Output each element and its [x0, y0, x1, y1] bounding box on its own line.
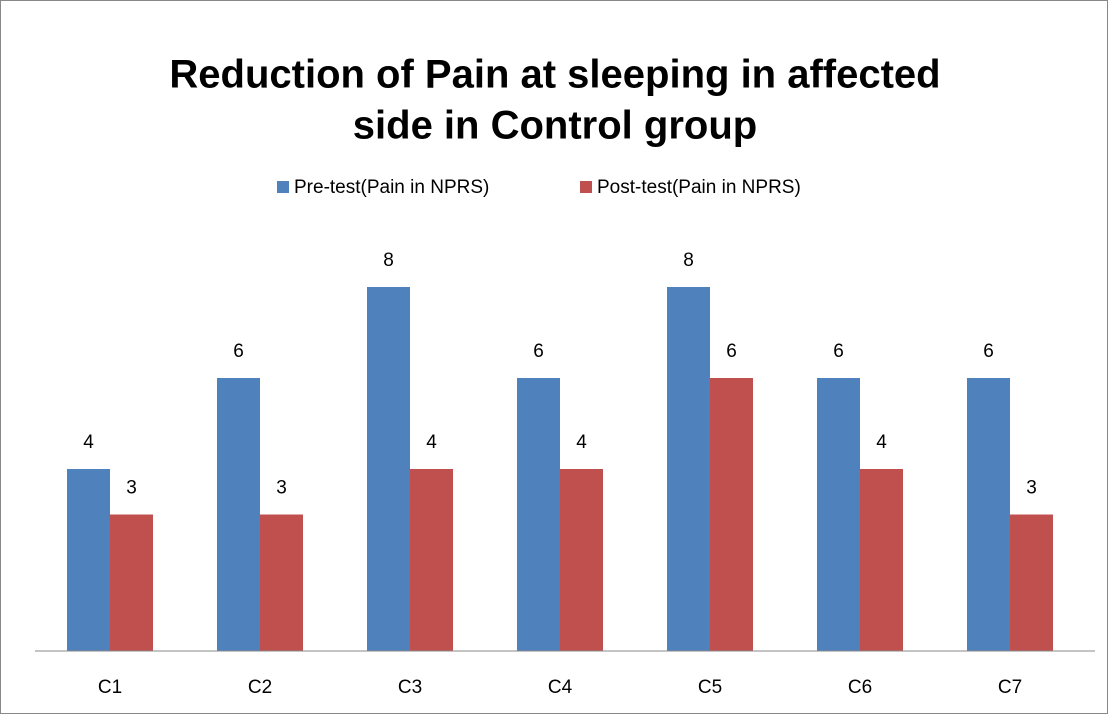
legend-swatch [580, 181, 592, 193]
data-label: 4 [876, 432, 887, 453]
bar [217, 378, 260, 651]
bar [967, 378, 1010, 651]
data-label: 4 [426, 432, 437, 453]
bar [667, 287, 710, 651]
legend-label: Post-test(Pain in NPRS) [597, 177, 801, 198]
chart-title: side in Control group [353, 104, 757, 148]
legend-swatch [277, 181, 289, 193]
bar [410, 469, 453, 651]
x-tick-label: C7 [998, 677, 1022, 698]
data-label: 6 [233, 341, 244, 362]
bar [817, 378, 860, 651]
bar [710, 378, 753, 651]
data-label: 8 [683, 250, 694, 271]
data-label: 6 [833, 341, 844, 362]
x-tick-label: C2 [248, 677, 272, 698]
x-tick-label: C4 [548, 677, 573, 698]
bar [260, 514, 303, 651]
data-label: 6 [983, 341, 994, 362]
data-label: 4 [576, 432, 587, 453]
bar [560, 469, 603, 651]
data-label: 3 [1026, 478, 1037, 499]
legend-label: Pre-test(Pain in NPRS) [294, 177, 489, 198]
bar [110, 514, 153, 651]
data-label: 6 [726, 341, 737, 362]
data-label: 4 [83, 432, 94, 453]
x-tick-label: C3 [398, 677, 422, 698]
data-label: 6 [533, 341, 544, 362]
data-label: 3 [276, 478, 287, 499]
bar [1010, 514, 1053, 651]
x-tick-label: C6 [848, 677, 872, 698]
bar [367, 287, 410, 651]
x-tick-label: C1 [98, 677, 122, 698]
chart-title: Reduction of Pain at sleeping in affecte… [169, 53, 940, 97]
bar [67, 469, 110, 651]
data-label: 3 [126, 478, 137, 499]
x-tick-label: C5 [698, 677, 722, 698]
data-label: 8 [383, 250, 394, 271]
bar [860, 469, 903, 651]
bar [517, 378, 560, 651]
